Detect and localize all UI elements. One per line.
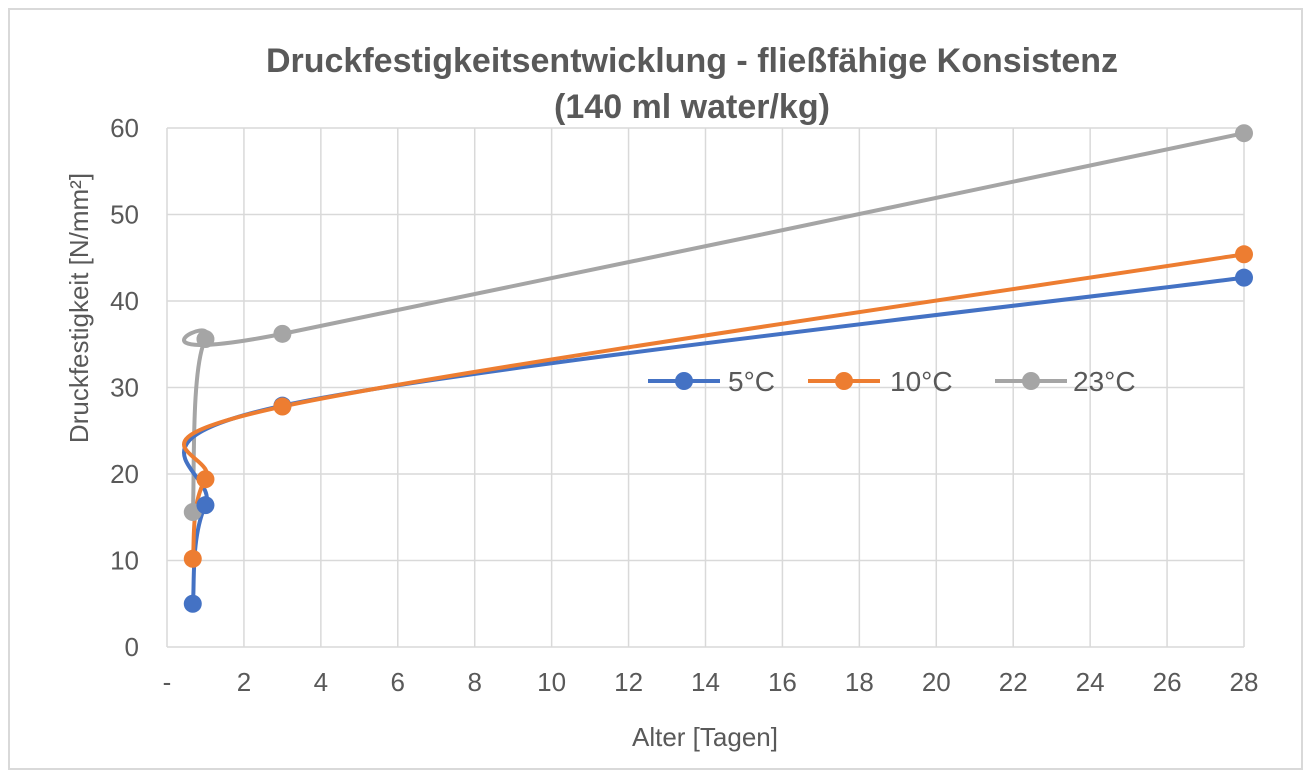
x-tick-label: 2: [237, 667, 251, 697]
legend-label: 5°C: [728, 366, 775, 397]
x-tick-label: 22: [999, 667, 1028, 697]
x-tick-label: 18: [845, 667, 874, 697]
series-line-5°C: [182, 275, 1246, 606]
y-tick-label: 10: [110, 546, 139, 576]
y-tick-label: 40: [110, 286, 139, 316]
legend: 5°C 10°C 23°C: [648, 366, 1136, 397]
data-point-5°C: [196, 496, 215, 515]
data-point-5°C: [1235, 268, 1253, 287]
x-tick-label: 20: [922, 667, 951, 697]
data-point-23°C: [196, 330, 215, 349]
x-tick-label: 4: [314, 667, 328, 697]
data-point-23°C: [273, 324, 292, 343]
legend-marker-5°C: [675, 372, 693, 390]
x-tick-label: 10: [537, 667, 566, 697]
x-axis-title: Alter [Tagen]: [632, 722, 778, 752]
x-axis-tick-labels: -2 4 6 8 10 12 14 16 18 20 22 24 26 28: [163, 667, 1259, 697]
legend-marker-23°C: [1022, 372, 1040, 390]
chart-frame: [8, 8, 1303, 770]
x-tick-label: 14: [691, 667, 720, 697]
x-tick-label: 12: [614, 667, 643, 697]
x-tick-label: 6: [391, 667, 405, 697]
y-tick-label: 60: [110, 113, 139, 143]
y-tick-label: 50: [110, 200, 139, 230]
x-tick-label: 8: [467, 667, 481, 697]
x-tick-label: 16: [768, 667, 797, 697]
legend-marker-10°C: [835, 372, 853, 390]
y-tick-label: 20: [110, 459, 139, 489]
series-line-10°C: [182, 252, 1246, 561]
series-line-23°C: [182, 131, 1246, 515]
data-point-10°C: [183, 549, 202, 568]
y-tick-label: 30: [110, 373, 139, 403]
legend-label: 10°C: [890, 366, 953, 397]
series-markers: [183, 124, 1253, 613]
data-point-10°C: [273, 397, 292, 416]
x-tick-label: -: [163, 667, 172, 697]
data-point-5°C: [183, 594, 202, 613]
data-point-10°C: [196, 470, 215, 489]
y-axis-title: Druckfestigkeit [N/mm²]: [64, 173, 94, 443]
legend-label: 23°C: [1073, 366, 1136, 397]
chart-title: Druckfestigkeitsentwicklung - fließfähig…: [266, 42, 1118, 80]
x-tick-label: 26: [1153, 667, 1182, 697]
x-tick-label: 28: [1230, 667, 1259, 697]
x-tick-label: 24: [1076, 667, 1105, 697]
y-axis-tick-labels: 0 10 20 30 40 50 60: [110, 113, 139, 662]
chart-subtitle: (140 ml water/kg): [554, 88, 830, 126]
y-tick-label: 0: [125, 632, 139, 662]
data-point-10°C: [1235, 245, 1253, 264]
data-point-23°C: [1235, 124, 1253, 143]
